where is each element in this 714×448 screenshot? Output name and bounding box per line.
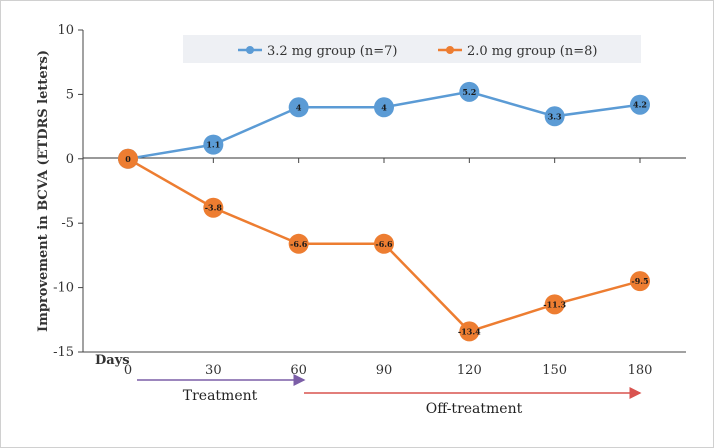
series-2-data-label: -3.8 [205, 203, 223, 213]
series-2-point [630, 271, 650, 292]
y-tick-label: 5 [66, 87, 74, 102]
y-axis-ticks: 10 5 0 -5 -10 -15 [53, 23, 83, 360]
x-tick-label: 120 [457, 363, 482, 378]
y-tick-label: 0 [66, 152, 74, 167]
x-tick-label: 0 [124, 363, 132, 378]
y-tick-label: -5 [61, 216, 74, 231]
series-1-point [374, 97, 394, 118]
series-2-point [288, 233, 309, 254]
series-2-point [459, 321, 480, 342]
legend-series-2-label: 2.0 mg group (n=8) [467, 44, 597, 59]
series-2-point [203, 197, 224, 218]
x-tick-label: 30 [205, 363, 222, 378]
legend-series-2-marker [446, 46, 454, 54]
series-1-point [544, 106, 565, 127]
series-1-data-label: 4.2 [633, 100, 647, 110]
x-tick-label: 180 [628, 363, 653, 378]
y-axis-title: Improvement in BCVA (ETDRS letters) [36, 50, 51, 332]
series-2-data-label: -9.5 [631, 276, 648, 286]
treatment-label: Treatment [183, 388, 258, 404]
off-treatment-label: Off-treatment [426, 401, 523, 417]
series-1-point [288, 97, 309, 118]
series-2-data-label: -13.4 [458, 326, 481, 336]
series-1-point [203, 134, 224, 155]
series-1-data-label: 3.3 [548, 111, 562, 121]
x-tick-label: 60 [290, 363, 307, 378]
legend-series-1-label: 3.2 mg group (n=7) [267, 44, 397, 59]
x-tick-label: 90 [376, 363, 393, 378]
y-tick-label: 10 [57, 23, 74, 38]
series-2-point [374, 233, 394, 254]
series-1-data-label: 1.1 [206, 140, 220, 150]
x-axis-title: Days [95, 353, 130, 368]
y-tick-label: -15 [53, 345, 74, 360]
series-2-point [118, 148, 138, 169]
y-tick-label: -10 [53, 281, 74, 296]
series-1-data-label: 4 [296, 102, 302, 112]
x-tick-label: 150 [542, 363, 567, 378]
series-1-point [630, 94, 650, 115]
series-1-point [459, 81, 480, 102]
series-layer: 1.1 4 4 5.2 3.3 4.2 0 -3.8 -6.6 -6.6 -13.4 -11.3 -9.… [118, 81, 650, 342]
series-1-data-label: 4 [381, 102, 387, 112]
x-axis-ticks: 0 30 60 90 120 150 180 [124, 158, 653, 378]
legend-series-1-marker [246, 46, 254, 54]
series-2-point [544, 294, 565, 315]
series-2-data-label: 0 [125, 154, 131, 164]
legend: 3.2 mg group (n=7) 2.0 mg group (n=8) [183, 35, 641, 63]
series-2-data-label: -6.6 [375, 239, 393, 249]
phase-annotations: Treatment Off-treatment [137, 374, 642, 417]
series-2-data-label: -11.3 [543, 299, 566, 309]
series-1-data-label: 5.2 [462, 87, 476, 97]
series-2-data-label: -6.6 [290, 239, 308, 249]
